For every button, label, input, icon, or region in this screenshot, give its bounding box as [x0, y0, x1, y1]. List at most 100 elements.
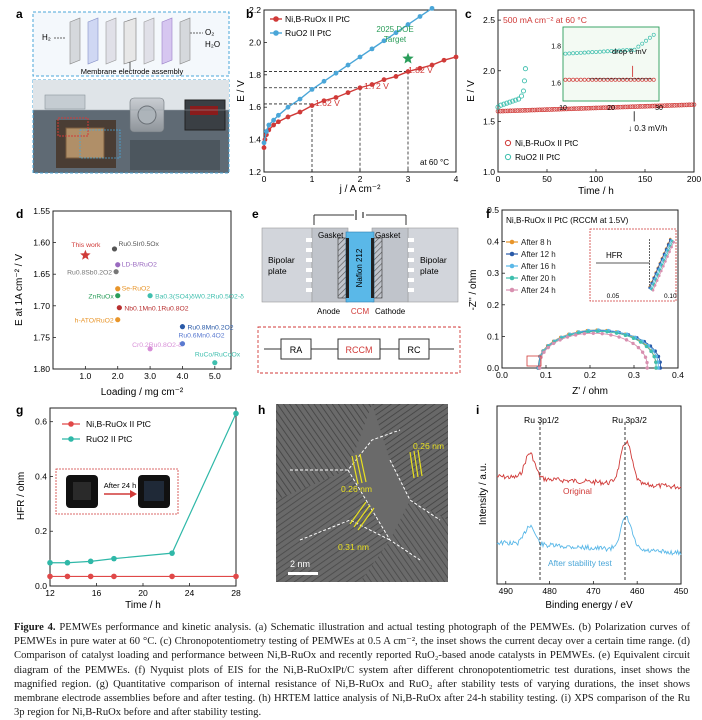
scale-bar	[288, 572, 318, 575]
data-point	[429, 5, 435, 11]
plot-i-ylabel: Intensity / a.u.	[478, 463, 489, 525]
point-label: Ru0.8Sb0.2O2	[67, 270, 112, 277]
x-tick-label: 1.0	[79, 371, 91, 381]
rccm-label: RCCM	[346, 345, 373, 355]
literature-point	[116, 305, 122, 311]
data-point	[369, 46, 375, 52]
ni-b-ruox-point	[500, 108, 506, 114]
plot-c-legend: Ni,B-RuOx II PtC RuO2 II PtC	[504, 138, 578, 162]
ni-b-ruox-point	[547, 107, 552, 112]
plot-g-inset: After 24 h	[55, 468, 179, 515]
inset-red-point	[574, 77, 579, 82]
ni-b-ruox-point	[578, 106, 584, 111]
ni-b-ruox-point	[576, 106, 582, 111]
x-tick-label: 20	[138, 588, 148, 598]
inset-c-drop: drop 6 mV	[612, 47, 647, 56]
peak-label-2: Ru 3p3/2	[612, 415, 647, 425]
inset-teal-point	[571, 51, 576, 56]
data-point	[271, 117, 276, 123]
inset-teal-point	[636, 44, 641, 49]
data-point	[417, 65, 423, 71]
inset-red-point	[563, 77, 568, 82]
ni-b-ruox-point	[586, 105, 591, 111]
plot-f-legend: After 8 h After 12 h After 16 h After 20 h A…	[506, 238, 556, 295]
data-point	[276, 112, 281, 118]
bipolar-plate-left	[261, 227, 313, 303]
eis-curve-1	[537, 330, 661, 369]
plot-i-frame	[496, 405, 682, 585]
inset-red-point	[640, 77, 645, 82]
panel-g-letter: g	[16, 403, 23, 417]
inset-red-point	[609, 77, 614, 82]
inset-x-tick: 20	[607, 105, 615, 112]
ni-b-ruox-point	[559, 106, 564, 112]
bipolar-left-2: plate	[268, 266, 287, 276]
x-tick-label: 1	[310, 174, 315, 184]
point-label: Ru0.6Mn0.4O2	[178, 332, 224, 339]
inset-red-point	[594, 77, 599, 82]
inset-x-tick: 10	[559, 105, 567, 112]
x-tick-label: 0	[496, 174, 501, 184]
x-tick-label: 150	[638, 174, 653, 184]
data-point	[285, 114, 291, 120]
eis-curve-4	[539, 332, 648, 369]
ni-b-ruox-point	[588, 105, 594, 111]
legend-marker	[509, 263, 515, 269]
plot-c-title: 500 mA cm⁻² at 60 °C	[503, 15, 587, 25]
data-point	[309, 103, 315, 108]
ni-b-ruox-point	[539, 107, 545, 113]
data-point	[441, 57, 447, 63]
x-tick-label: 200	[687, 174, 702, 184]
y-tick-label: 0.5	[487, 205, 499, 215]
peak-label-1: Ru 3p1/2	[524, 415, 559, 425]
y-tick-label: 1.5	[483, 116, 495, 126]
h2o-label: H₂O	[205, 40, 220, 49]
data-point	[417, 14, 423, 19]
ni-b-ruox-point	[684, 102, 689, 108]
hfr-point	[47, 573, 53, 580]
legend-c-2: RuO2 II PtC	[515, 152, 560, 162]
hfr-point	[233, 573, 239, 580]
annot-172: 1.72 V	[364, 81, 389, 91]
ni-b-ruox-point	[529, 107, 535, 113]
plot-f-xlabel: Z' / ohm	[572, 386, 608, 397]
ni-b-ruox-point	[532, 107, 538, 113]
ni-b-ruox-point	[681, 102, 687, 108]
panel-d: d 1.0 2.0 3.0 4.0 5.0 1.55 1.60 1.65 1.70 1.75 1.8…	[14, 206, 244, 398]
spectrum-after	[496, 515, 682, 556]
y-tick-label: 2.0	[483, 66, 495, 76]
inset-teal-point	[582, 50, 587, 55]
x-tick-label: 3	[406, 174, 411, 184]
ni-b-ruox-point	[544, 107, 550, 112]
legend-b-2: RuO2 II PtC	[285, 28, 331, 38]
ni-b-ruox-point	[615, 104, 621, 110]
x-tick-label: 16	[92, 588, 102, 598]
inset-teal-point	[647, 35, 652, 40]
bipolar-left-1: Bipolar	[268, 255, 295, 265]
data-point	[381, 77, 387, 83]
ni-b-ruox-point	[645, 103, 650, 109]
y-tick-label: 0.3	[487, 268, 499, 278]
inset-red-point	[651, 77, 656, 82]
inset-red-point	[647, 77, 652, 82]
inset-teal-point	[644, 38, 648, 43]
x-tick-label: 4	[454, 174, 459, 184]
x-tick-label: 12	[45, 588, 55, 598]
ni-b-ruox-point	[581, 106, 587, 111]
data-point	[261, 140, 267, 146]
legend-label: After 16 h	[521, 262, 556, 271]
x-tick-label: 0.4	[672, 370, 684, 380]
inset-line-4	[652, 242, 675, 291]
ni-b-ruox-point	[630, 104, 636, 110]
ni-b-ruox-point	[503, 108, 508, 114]
target-label: Target	[384, 35, 407, 44]
equivalent-circuit: RA RCCM RC	[257, 326, 461, 374]
bipolar-right-1: Bipolar	[420, 255, 447, 265]
doe-target-star	[402, 52, 414, 64]
plot-b-series	[261, 5, 459, 151]
ccm-label: CCM	[351, 307, 370, 316]
plot-d-points: This work Ru0.5Ir0.5Ox LD-B/RuO2 Ru0.8Sb0.2…	[67, 241, 244, 366]
literature-point	[179, 324, 186, 330]
flow-channels-left	[306, 238, 312, 292]
inset-teal-point	[590, 50, 595, 55]
